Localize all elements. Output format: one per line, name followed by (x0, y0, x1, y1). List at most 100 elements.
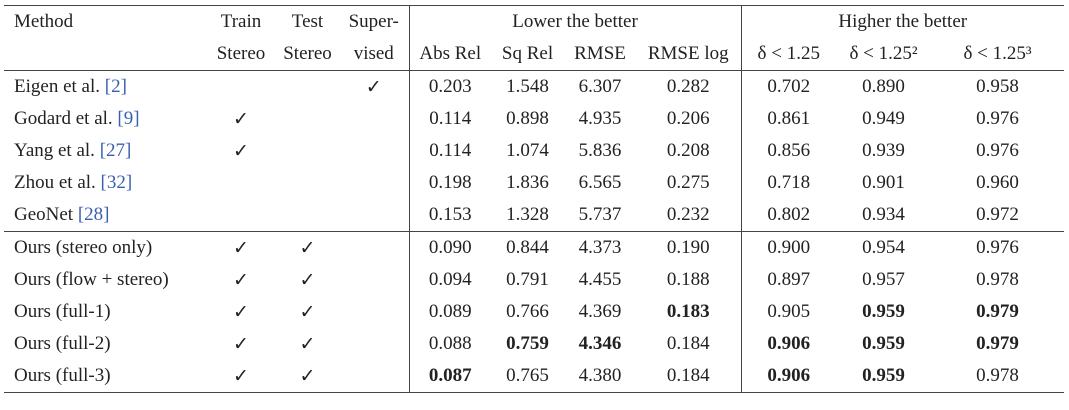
value-cell: 4.346 (564, 328, 636, 360)
value: 0.959 (862, 333, 905, 354)
header-cell: Stereo (283, 43, 332, 64)
check-cell (276, 135, 339, 167)
value: 1.328 (506, 204, 549, 225)
value: 0.856 (767, 140, 811, 161)
value: 0.978 (976, 365, 1019, 386)
table-row: Yang et al. [27] ✓ 0.114 1.074 5.836 0.208 0.8… (4, 135, 1064, 167)
value-cell: 4.369 (564, 296, 636, 328)
value-cell: 0.766 (491, 296, 564, 328)
check-cell: ✓ (233, 140, 249, 162)
method-cell: Ours (flow + stereo) (4, 264, 206, 296)
check-cell (339, 103, 410, 135)
value-cell: 0.791 (491, 264, 564, 296)
header-cell: Test (276, 5, 339, 38)
value-cell: 0.906 (741, 360, 836, 393)
value-cell: 0.844 (491, 231, 564, 264)
table-row: GeoNet [28] 0.153 1.328 5.737 0.232 0.802 0.93… (4, 199, 1064, 232)
check-cell (276, 103, 339, 135)
value-cell: 0.897 (741, 264, 836, 296)
value-cell: 0.906 (741, 328, 836, 360)
value: 0.976 (976, 140, 1019, 161)
value: 0.898 (506, 108, 549, 129)
value: 0.765 (506, 365, 549, 386)
value-cell: 0.765 (491, 360, 564, 393)
value: 4.369 (578, 301, 622, 322)
method-cell: Yang et al. [27] (4, 135, 206, 167)
value: 0.949 (862, 108, 905, 129)
value-cell: 0.934 (836, 199, 931, 232)
value: 4.935 (578, 108, 622, 129)
value-cell: 0.958 (931, 70, 1064, 103)
table-row: Ours (stereo only) ✓ ✓ 0.090 0.844 4.373 0.190… (4, 231, 1064, 264)
value-cell: 0.939 (836, 135, 931, 167)
value: 0.954 (862, 237, 905, 258)
value-cell: 0.976 (931, 231, 1064, 264)
value: 0.087 (428, 365, 472, 386)
value-cell: 0.190 (636, 231, 742, 264)
value: 0.959 (862, 301, 905, 322)
value-cell: 0.153 (409, 199, 491, 232)
method-name: Eigen et al. (14, 76, 100, 97)
value: 0.934 (862, 204, 905, 225)
value: 0.979 (976, 333, 1019, 354)
value-cell: 1.548 (491, 70, 564, 103)
check-cell (276, 167, 339, 199)
value-cell: 4.373 (564, 231, 636, 264)
value-cell: 5.737 (564, 199, 636, 232)
value: 0.906 (767, 365, 811, 386)
check-cell (339, 167, 410, 199)
value-cell: 0.979 (931, 296, 1064, 328)
citation: [2] (104, 76, 127, 97)
value-cell: 0.861 (741, 103, 836, 135)
check-cell (339, 296, 410, 328)
value: 0.979 (976, 301, 1019, 322)
value: 0.208 (666, 140, 710, 161)
value-cell: 0.183 (636, 296, 742, 328)
value-cell: 0.090 (409, 231, 491, 264)
value-cell: 0.898 (491, 103, 564, 135)
value-cell: 0.900 (741, 231, 836, 264)
value-cell: 4.380 (564, 360, 636, 393)
value: 0.844 (506, 237, 549, 258)
method-name: Ours (flow + stereo) (14, 269, 169, 290)
value-cell: 0.759 (491, 328, 564, 360)
value-cell: 0.282 (636, 70, 742, 103)
method-name: Ours (full-1) (14, 301, 111, 322)
value: 4.373 (578, 237, 622, 258)
value: 6.565 (578, 172, 622, 193)
method-name: Yang et al. (14, 140, 95, 161)
value: 0.802 (767, 204, 811, 225)
method-cell: Ours (stereo only) (4, 231, 206, 264)
value: 0.232 (666, 204, 710, 225)
value: 0.759 (506, 333, 549, 354)
value: 5.836 (578, 140, 622, 161)
value: 0.203 (428, 76, 472, 97)
column-header: Sq Rel (501, 43, 554, 64)
value-cell: 0.976 (931, 135, 1064, 167)
results-table: Method Train Test Super- Lower the bette… (4, 5, 1064, 393)
method-name: Zhou et al. (14, 172, 96, 193)
value-cell: 0.954 (836, 231, 931, 264)
value: 0.957 (862, 269, 905, 290)
check-cell (339, 135, 410, 167)
value: 4.380 (578, 365, 622, 386)
method-name: Ours (stereo only) (14, 237, 153, 258)
value-cell: 6.565 (564, 167, 636, 199)
table-row: Ours (full-1) ✓ ✓ 0.089 0.766 4.369 0.183 0.905… (4, 296, 1064, 328)
value-cell: 0.087 (409, 360, 491, 393)
value-cell: 1.328 (491, 199, 564, 232)
check-cell (206, 167, 276, 199)
column-header: RMSE log (636, 38, 742, 71)
check-cell: ✓ (233, 108, 249, 130)
value-cell: 0.976 (931, 103, 1064, 135)
check-cell (339, 360, 410, 393)
value: 0.114 (429, 140, 472, 161)
method-name: Ours (full-3) (14, 365, 111, 386)
value: 0.198 (428, 172, 472, 193)
check-cell (339, 264, 410, 296)
check-cell (276, 199, 339, 232)
check-cell: ✓ (299, 269, 316, 291)
check-cell: ✓ (339, 70, 410, 103)
value-cell: 0.094 (409, 264, 491, 296)
